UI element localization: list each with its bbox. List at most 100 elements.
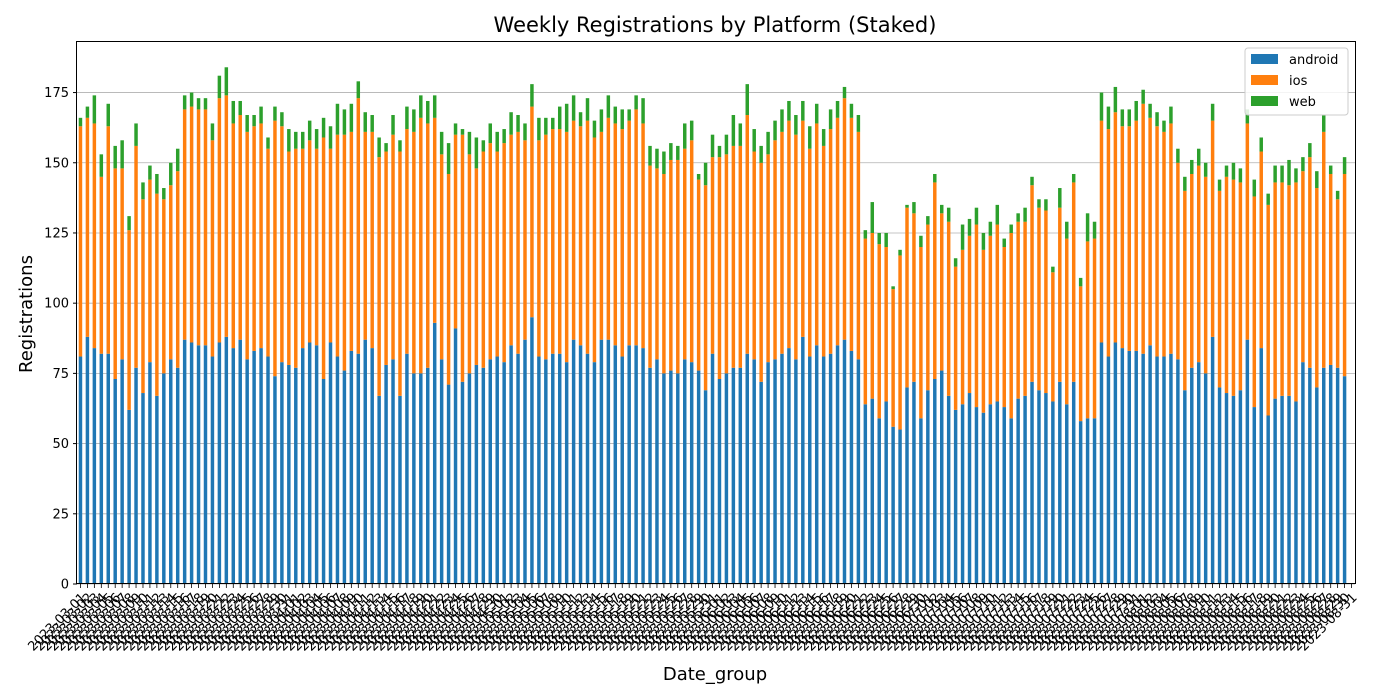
- bar-web: 2023-08-01 · web: 5: [1141, 89, 1145, 104]
- bar-android: 2023-08-08 · android: 77: [1190, 367, 1194, 584]
- bar-android: 2023-07-29 · android: 84: [1120, 348, 1125, 584]
- bar-android: 2023-06-24 · android: 59: [877, 418, 881, 584]
- bar-android: 2023-06-03 · android: 77: [731, 367, 736, 584]
- bar-web: 2023-07-29 · web: 6: [1120, 109, 1125, 127]
- bar-android: 2023-06-10 · android: 82: [780, 353, 784, 584]
- bar-ios: 2023-03-21 · ios: 87: [217, 98, 222, 343]
- bar-ios: 2023-07-28 · ios: 82: [1113, 112, 1118, 343]
- bar-ios: 2023-04-21 · ios: 73: [432, 117, 437, 323]
- bar-android: 2023-06-04 · android: 77: [738, 367, 743, 584]
- legend-swatch-web: [1251, 96, 1278, 106]
- bar-web: 2023-04-07 · web: 11: [335, 103, 340, 135]
- bar-android: 2023-08-14 · android: 67: [1231, 395, 1236, 584]
- bar-ios: 2023-07-10 · ios: 60: [988, 235, 993, 405]
- bar-web: 2023-03-26 · web: 4: [252, 115, 256, 127]
- bar-web: 2023-05-21 · web: 9: [641, 98, 645, 124]
- y-tick-label: 175: [44, 86, 69, 101]
- bar-android: 2023-07-13 · android: 59: [1009, 418, 1013, 584]
- bar-android: 2023-03-02 · android: 88: [85, 336, 90, 584]
- bar-android: 2023-04-05 · android: 73: [321, 378, 326, 584]
- bar-android: 2023-06-29 · android: 72: [912, 381, 916, 584]
- bar-web: 2023-05-18 · web: 7: [620, 109, 624, 130]
- bar-web: 2023-05-06 · web: 8: [537, 117, 541, 141]
- bar-web: 2023-07-21 · web: 6: [1065, 221, 1069, 239]
- bar-android: 2023-08-19 · android: 60: [1266, 415, 1270, 584]
- bar-ios: 2023-05-25 · ios: 75: [669, 159, 673, 371]
- bar-ios: 2023-03-18 · ios: 84: [196, 109, 201, 346]
- bar-ios: 2023-06-20 · ios: 83: [849, 117, 854, 351]
- bars: 2023-03-01 · android: 812023-03-01 · ios…: [78, 67, 1347, 584]
- bar-android: 2023-08-02 · android: 85: [1148, 345, 1152, 584]
- bar-android: 2023-04-01 · android: 77: [294, 367, 298, 584]
- bar-ios: 2023-07-26 · ios: 79: [1099, 120, 1104, 343]
- bar-web: 2023-03-11 · web: 5: [148, 165, 152, 180]
- bar-android: 2023-05-11 · android: 87: [571, 339, 576, 584]
- bar-web: 2023-05-28 · web: 7: [689, 120, 694, 141]
- bar-android: 2023-08-23 · android: 65: [1294, 401, 1298, 584]
- bar-ios: 2023-07-24 · ios: 63: [1085, 241, 1090, 419]
- bar-android: 2023-03-18 · android: 85: [196, 345, 201, 584]
- legend: android ios web: [1244, 47, 1349, 116]
- bar-ios: 2023-04-04 · ios: 70: [314, 148, 319, 346]
- bar-ios: 2023-05-21 · ios: 80: [641, 123, 645, 349]
- bar-ios: 2023-03-02 · ios: 78: [85, 117, 90, 337]
- bar-web: 2023-03-08 · web: 5: [127, 216, 131, 231]
- bar-ios: 2023-03-13 · ios: 62: [162, 199, 166, 374]
- bar-web: 2023-05-24 · web: 8: [662, 151, 666, 174]
- bar-ios: 2023-04-01 · ios: 78: [294, 148, 298, 368]
- bar-ios: 2023-06-19 · ios: 86: [842, 98, 847, 340]
- bar-android: 2023-04-21 · android: 93: [432, 322, 437, 584]
- bar-ios: 2023-06-18 · ios: 81: [835, 117, 840, 346]
- bar-android: 2023-08-17 · android: 63: [1252, 407, 1257, 584]
- bar-ios: 2023-05-06 · ios: 77: [537, 140, 541, 357]
- bar-web: 2023-07-20 · web: 7: [1058, 188, 1062, 208]
- bar-android: 2023-05-22 · android: 77: [648, 367, 652, 584]
- bar-android: 2023-05-19 · android: 85: [627, 345, 631, 584]
- bar-android: 2023-08-25 · android: 77: [1308, 367, 1312, 584]
- bar-android: 2023-05-23 · android: 80: [655, 359, 659, 584]
- bar-ios: 2023-06-21 · ios: 81: [856, 131, 861, 360]
- bar-web: 2023-05-12 · web: 5: [578, 112, 583, 127]
- bar-android: 2023-07-20 · android: 72: [1058, 381, 1062, 584]
- bar-android: 2023-07-10 · android: 64: [988, 404, 993, 584]
- bar-web: 2023-07-08 · web: 6: [974, 207, 979, 225]
- bar-web: 2023-07-17 · web: 3: [1037, 199, 1041, 208]
- bar-android: 2023-03-11 · android: 79: [148, 362, 152, 584]
- bar-web: 2023-05-14 · web: 6: [592, 120, 597, 138]
- bar-ios: 2023-06-01 · ios: 79: [717, 157, 722, 379]
- bar-android: 2023-04-15 · android: 80: [391, 359, 395, 584]
- bar-web: 2023-05-09 · web: 8: [557, 106, 562, 130]
- bar-android: 2023-03-24 · android: 87: [238, 339, 242, 584]
- bar-android: 2023-06-22 · android: 64: [863, 404, 868, 584]
- bar-web: 2023-05-17 · web: 6: [613, 106, 618, 124]
- bar-ios: 2023-08-14 · ios: 77: [1231, 179, 1236, 396]
- bar-ios: 2023-04-08 · ios: 84: [342, 134, 347, 371]
- bar-android: 2023-05-28 · android: 79: [689, 362, 694, 584]
- bar-ios: 2023-06-16 · ios: 75: [821, 145, 826, 357]
- bar-android: 2023-05-13 · android: 82: [585, 353, 590, 584]
- bar-web: 2023-05-16 · web: 8: [606, 95, 611, 118]
- bar-web: 2023-03-22 · web: 10: [224, 67, 229, 96]
- bar-web: 2023-06-12 · web: 7: [794, 115, 798, 135]
- bar-android: 2023-06-27 · android: 55: [898, 429, 902, 584]
- bar-android: 2023-06-08 · android: 79: [766, 362, 770, 584]
- bar-ios: 2023-05-31 · ios: 70: [710, 157, 715, 354]
- bar-android: 2023-06-05 · android: 82: [745, 353, 749, 584]
- bar-web: 2023-06-23 · web: 11: [870, 202, 875, 233]
- bar-ios: 2023-05-22 · ios: 72: [648, 165, 652, 368]
- bar-ios: 2023-04-14 · ios: 76: [384, 151, 388, 365]
- bar-ios: 2023-07-31 · ios: 82: [1134, 120, 1138, 351]
- bar-android: 2023-08-03 · android: 81: [1155, 356, 1159, 584]
- bar-android: 2023-05-30 · android: 69: [703, 390, 708, 584]
- bar-android: 2023-08-24 · android: 79: [1301, 362, 1305, 584]
- bar-android: 2023-05-29 · android: 76: [696, 370, 701, 584]
- bar-android: 2023-03-13 · android: 75: [162, 373, 166, 584]
- bar-ios: 2023-08-04 · ios: 80: [1162, 131, 1166, 357]
- bar-ios: 2023-04-16 · ios: 87: [398, 151, 402, 396]
- bar-web: 2023-08-08 · web: 5: [1190, 159, 1194, 174]
- bar-web: 2023-07-19 · web: 2: [1051, 266, 1055, 273]
- bar-ios: 2023-03-07 · ios: 68: [120, 168, 124, 360]
- bar-ios: 2023-06-17 · ios: 80: [828, 129, 833, 354]
- bar-ios: 2023-05-13 · ios: 83: [585, 120, 590, 354]
- bar-web: 2023-08-22 · web: 9: [1287, 159, 1291, 186]
